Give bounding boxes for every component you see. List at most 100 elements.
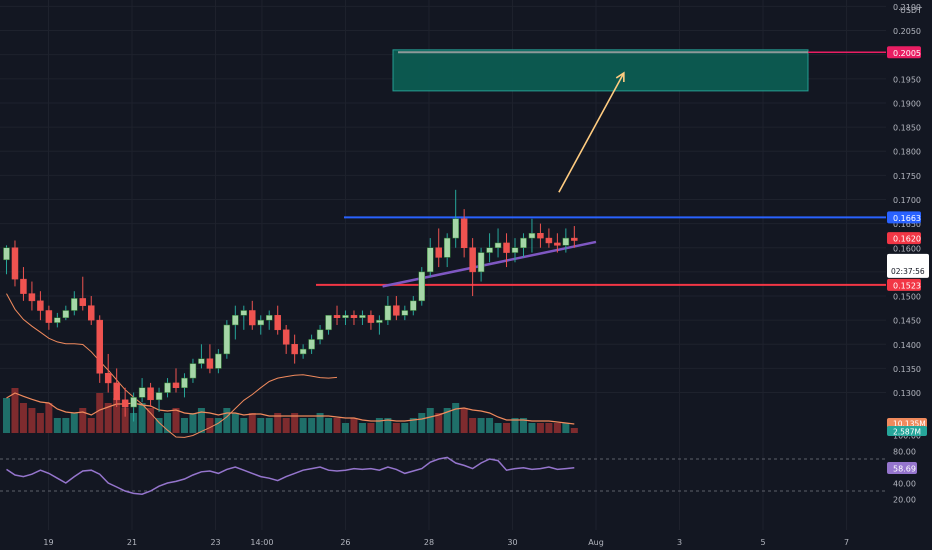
candle-body — [113, 382, 120, 401]
price-tick-label: 0.1600 — [893, 244, 921, 253]
candle-body — [274, 315, 281, 331]
candle — [62, 305, 70, 321]
candle — [206, 344, 214, 374]
candle-body — [435, 247, 442, 258]
projection-arrow-icon[interactable] — [558, 72, 625, 193]
volume-bar — [325, 418, 333, 433]
volume-bar — [206, 418, 214, 433]
volume-bar — [172, 408, 180, 433]
volume-bar — [553, 423, 561, 433]
candle — [486, 233, 493, 263]
volume-bar — [536, 423, 544, 433]
candle — [249, 300, 256, 330]
time-tick-label: 3 — [677, 538, 682, 547]
volume-bar — [486, 418, 494, 433]
candle-body — [520, 237, 527, 249]
candle — [104, 353, 112, 393]
volume-bar — [231, 413, 239, 433]
volume-bar — [11, 388, 19, 433]
candle-body — [511, 247, 519, 253]
candle — [232, 305, 239, 340]
candle-body — [291, 344, 298, 355]
candle — [164, 378, 171, 398]
volume-bar — [469, 418, 477, 433]
countdown-label: 02:37:56 — [891, 267, 925, 276]
price-tick-label: 0.1400 — [893, 341, 921, 350]
price-tick-label: 0.1450 — [893, 317, 921, 326]
price-tick-label: 0.1300 — [893, 389, 921, 398]
price-tick-label: 0.2100 — [893, 3, 921, 12]
target-zone-box[interactable] — [392, 49, 809, 92]
candle — [198, 344, 205, 369]
candle-body — [503, 242, 510, 253]
volume-bar — [426, 408, 434, 433]
candle — [376, 315, 383, 335]
price-tag-label: 0.1663 — [893, 214, 921, 223]
volume-bar — [511, 418, 519, 433]
candle-body — [88, 305, 95, 321]
candle-body — [232, 315, 239, 326]
price-tick-label: 0.1500 — [893, 293, 921, 302]
candle-body — [571, 237, 578, 241]
ascending-trendline[interactable] — [382, 240, 597, 288]
candle — [113, 368, 120, 408]
volume-bar — [214, 418, 222, 433]
rsi-value-tag: 58.69 — [887, 462, 917, 475]
candle-body — [469, 247, 476, 273]
price-tick-label: 0.1350 — [893, 365, 921, 374]
candle — [130, 392, 137, 422]
chart-grid — [0, 0, 886, 530]
candle — [274, 305, 281, 335]
candle-body — [130, 397, 137, 408]
candle-body — [206, 358, 214, 369]
time-axis[interactable]: 19 21 23 14:00 26 28 30 Aug 3 5 7 — [43, 538, 849, 547]
time-tick-label: 30 — [507, 538, 517, 547]
candle — [460, 209, 468, 258]
candle — [71, 291, 78, 316]
candle-body — [350, 315, 358, 318]
candle — [181, 373, 188, 398]
candle — [325, 315, 332, 335]
candle-body — [189, 363, 197, 379]
candle — [223, 320, 231, 359]
volume-bar — [53, 418, 61, 433]
volume-bar — [36, 413, 44, 433]
candle-body — [71, 298, 78, 311]
volume-bar — [113, 398, 121, 433]
target-price-tag: 0.2005 — [887, 46, 921, 59]
candle-body — [299, 348, 307, 355]
price-tick-label: 0.1700 — [893, 196, 921, 205]
volume-bar — [316, 413, 324, 433]
candle — [571, 226, 578, 248]
candle-body — [325, 315, 332, 331]
candle — [189, 358, 197, 383]
volume-bar — [443, 408, 451, 433]
candle — [350, 310, 358, 325]
candle — [528, 218, 536, 253]
price-ma-line — [6, 293, 338, 438]
candle-body — [138, 387, 146, 398]
volume-bar — [503, 423, 511, 433]
candle — [79, 276, 87, 311]
time-tick-label: 26 — [340, 538, 350, 547]
price-tag-background — [887, 278, 921, 291]
candle-body — [265, 315, 273, 321]
candle — [282, 324, 290, 354]
volume-tag: 10.135M — [887, 418, 927, 429]
volume-bar — [62, 418, 70, 433]
candle-body — [45, 310, 53, 323]
price-tick-label: 0.2050 — [893, 27, 921, 36]
price-tag-background — [887, 232, 921, 245]
candle-body — [308, 339, 315, 350]
candle — [427, 238, 434, 277]
candle-body — [96, 319, 103, 374]
candle-body — [62, 310, 70, 318]
candle — [443, 233, 451, 268]
price-tick-label: 0.1650 — [893, 220, 921, 229]
candle-body — [215, 353, 222, 369]
volume-bar — [562, 423, 570, 433]
candle-body — [562, 237, 570, 246]
candle-body — [393, 305, 400, 316]
volume-bar — [494, 423, 502, 433]
